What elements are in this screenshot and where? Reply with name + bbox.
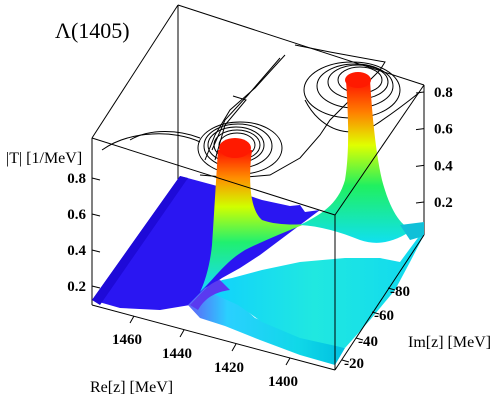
z-left-tick (91, 177, 101, 181)
box-edge-right-bottom (334, 234, 425, 371)
x-tick-label: 1420 (214, 360, 244, 376)
contour-left-1 (101, 133, 201, 151)
y-tick (371, 311, 380, 315)
x-tick (179, 329, 185, 338)
y-tick-label: -80 (390, 284, 410, 300)
box-edge-front-top (91, 137, 336, 216)
chart-title: Λ(1405) (55, 18, 130, 43)
box-edge-front-bottom (91, 304, 336, 371)
surface-right-tail (400, 222, 424, 240)
box-edge-top-left (91, 4, 179, 139)
contour-ridge-3 (214, 95, 247, 161)
box-edge-right-top (334, 84, 425, 216)
y-tick (355, 337, 364, 341)
x-tick-label: 1400 (268, 374, 298, 390)
y-tick (387, 287, 396, 291)
surface-pole-2 (300, 80, 412, 243)
surface-plateau-edge (92, 176, 188, 305)
y-tick (341, 359, 350, 363)
z-left-tick (91, 213, 101, 217)
contour-ridge-2 (211, 57, 281, 151)
x-axis-label: Re[z] [MeV] (90, 379, 173, 396)
contour-outer (199, 44, 386, 179)
z-right-tick (415, 91, 425, 94)
x-tick (285, 357, 291, 366)
z-left-tick-label: 0.2 (67, 279, 86, 295)
z-axis-left-labels: 0.2 0.4 0.6 0.8 (67, 171, 86, 295)
box-front-edges (91, 84, 425, 371)
z-right-tick (415, 164, 425, 167)
x-tick (129, 315, 135, 324)
z-right-tick (415, 201, 425, 204)
y-tick-label: -20 (344, 356, 364, 372)
x-axis-labels: 1460 1440 1420 1400 (112, 332, 298, 390)
z-right-tick-label: 0.6 (434, 122, 453, 138)
z-left-tick (91, 249, 101, 253)
z-left-tick-label: 0.4 (67, 243, 86, 259)
z-axis-left-ticks (91, 177, 101, 289)
y-axis-ticks (341, 287, 396, 363)
x-axis-ticks (129, 315, 291, 366)
z-axis-label: |T| [1/MeV] (6, 150, 82, 167)
contour-pole2-5 (304, 91, 421, 133)
surface-front-slope (188, 280, 345, 365)
box-edge-top-right (177, 4, 425, 86)
contour-left-2 (129, 131, 201, 141)
z-axis-right-labels: 0.2 0.4 0.6 0.8 (434, 85, 453, 211)
z-right-tick-label: 0.2 (434, 195, 453, 211)
y-tick-label: -40 (358, 334, 378, 350)
surface-ridge-shade (190, 280, 230, 310)
z-left-tick-label: 0.8 (67, 171, 86, 187)
z-right-tick (415, 128, 425, 131)
y-axis-labels: -20 -40 -60 -80 (344, 284, 410, 372)
z-right-tick-label: 0.8 (434, 85, 453, 101)
y-tick-label: -60 (374, 308, 394, 324)
z-left-tick (91, 285, 101, 289)
z-left-tick-label: 0.6 (67, 207, 86, 223)
z-right-tick-label: 0.4 (434, 158, 453, 174)
surface-plateau (92, 176, 320, 310)
surface-pole-1 (200, 150, 305, 292)
z-axis-right-ticks (415, 91, 425, 204)
pole-2-cap (345, 72, 371, 88)
y-axis-label: Im[z] [MeV] (408, 334, 491, 351)
x-tick-label: 1440 (162, 346, 192, 362)
contour-ridge-1 (204, 54, 286, 161)
surface-valley (205, 235, 424, 348)
pole-1-cap (219, 138, 251, 158)
x-tick (231, 343, 237, 352)
x-tick-label: 1460 (112, 332, 142, 348)
